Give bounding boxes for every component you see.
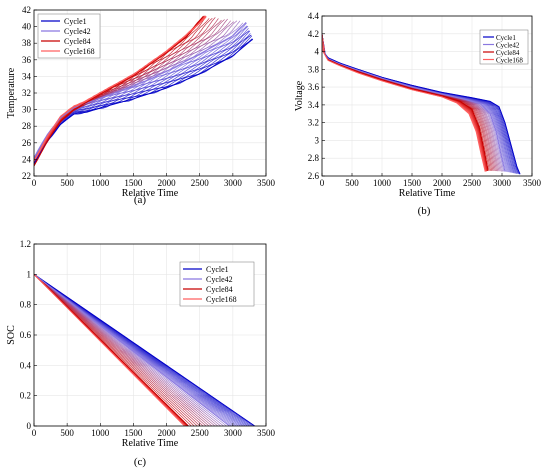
series-line [34,33,251,161]
x-tick-label: 2000 [158,428,177,438]
y-tick-label: 0.8 [20,300,32,310]
axes-frame [321,15,533,177]
x-tick-label: 2500 [463,178,482,188]
x-tick-label: 500 [345,178,359,188]
legend-label: Cycle1 [206,265,229,274]
y-tick-label: 0.2 [20,391,31,401]
y-axis-label: Temperature [6,67,17,118]
x-tick-label: 1000 [91,428,110,438]
y-tick-label: 34 [22,71,32,81]
y-tick-label: 3.2 [308,118,319,128]
x-tick-label: 3000 [224,178,243,188]
legend-label: Cycle84 [496,49,520,57]
series-cycle84 [34,16,204,167]
panel-2: 0 500 1000 1500 2000 2500 3000 3500 2.6 2.8 3 3.2 3.… [294,11,542,217]
y-tick-label: 0.4 [20,360,32,370]
x-tick-label: 2000 [158,178,177,188]
x-tick-label: 500 [60,428,74,438]
y-tick-label: 4 [315,47,320,57]
legend-label: Cycle42 [206,275,233,284]
legend-label: Cycle168 [64,47,95,56]
y-axis-label: SOC [6,325,17,345]
x-tick-label: 1000 [91,178,110,188]
x-tick-label: 1000 [373,178,392,188]
x-tick-label: 3500 [257,428,276,438]
x-tick-label: 2500 [191,178,210,188]
x-tick-label: 3500 [523,178,542,188]
y-tick-label: 3.8 [308,64,320,74]
panel-caption: (c) [134,456,147,468]
y-axis-label: Voltage [294,80,305,111]
x-tick-label: 0 [320,178,325,188]
series-cycle42 [34,273,230,426]
y-tick-label: 2.8 [308,153,320,163]
y-tick-label: 0.6 [20,330,32,340]
y-tick-label: 0 [27,421,32,431]
series-cycle168 [34,273,185,426]
y-tick-label: 1 [27,269,32,279]
x-tick-label: 3000 [493,178,512,188]
series-cycle1 [322,33,521,175]
series-group [34,15,254,167]
y-tick-label: 30 [22,105,32,115]
y-tick-label: 4.4 [308,11,320,21]
x-axis-label: Relative Time [399,188,456,199]
y-tick-label: 40 [22,22,32,32]
x-tick-label: 1500 [124,428,143,438]
y-tick-label: 26 [22,138,32,148]
x-tick-label: 3500 [257,178,276,188]
series-line [34,274,198,426]
x-tick-label: 1500 [124,178,143,188]
legend-label: Cycle1 [496,34,516,42]
x-tick-label: 2500 [191,428,210,438]
y-tick-label: 3 [315,135,320,145]
legend-label: Cycle84 [206,285,233,294]
y-tick-label: 3.4 [308,100,320,110]
y-tick-label: 1.2 [20,239,31,249]
legend-label: Cycle42 [496,42,520,50]
x-axis-label: Relative Time [122,188,179,199]
x-tick-label: 2000 [433,178,452,188]
y-tick-label: 42 [22,5,31,15]
x-tick-label: 1500 [403,178,422,188]
series-group [34,273,255,426]
series-cycle168 [34,16,207,162]
panel-3: 0 500 1000 1500 2000 2500 3000 3500 0 0.2 0.4 0.6 0.… [6,239,276,468]
x-tick-label: 3000 [224,428,243,438]
y-tick-label: 2.6 [308,171,320,181]
y-tick-label: 36 [22,55,32,65]
panel-caption: (b) [418,205,431,217]
x-tick-label: 0 [32,428,37,438]
y-tick-label: 4.2 [308,29,319,39]
y-tick-label: 32 [22,88,31,98]
series-cycle168 [322,33,486,172]
y-tick-label: 3.6 [308,82,320,92]
y-tick-label: 22 [22,171,31,181]
x-tick-label: 0 [32,178,37,188]
series-group [322,33,521,175]
panel-1: 0 500 1000 1500 2000 2500 3000 3500 22 24 26 28 30 32… [6,5,276,206]
y-tick-label: 28 [22,121,32,131]
y-tick-label: 24 [22,154,32,164]
y-tick-label: 38 [22,38,32,48]
legend-label: Cycle168 [496,57,523,65]
series-cycle1 [34,273,255,426]
legend-box [479,29,529,65]
series-line [34,34,252,164]
x-axis-label: Relative Time [122,438,179,449]
legend-label: Cycle168 [206,295,237,304]
legend-label: Cycle84 [64,37,91,46]
panel-caption: (a) [134,194,147,206]
legend-label: Cycle1 [64,17,87,26]
series-cycle1 [34,38,254,164]
legend-label: Cycle42 [64,27,91,36]
x-tick-label: 500 [60,178,74,188]
series-cycle42 [322,33,506,172]
series-line [34,35,253,164]
